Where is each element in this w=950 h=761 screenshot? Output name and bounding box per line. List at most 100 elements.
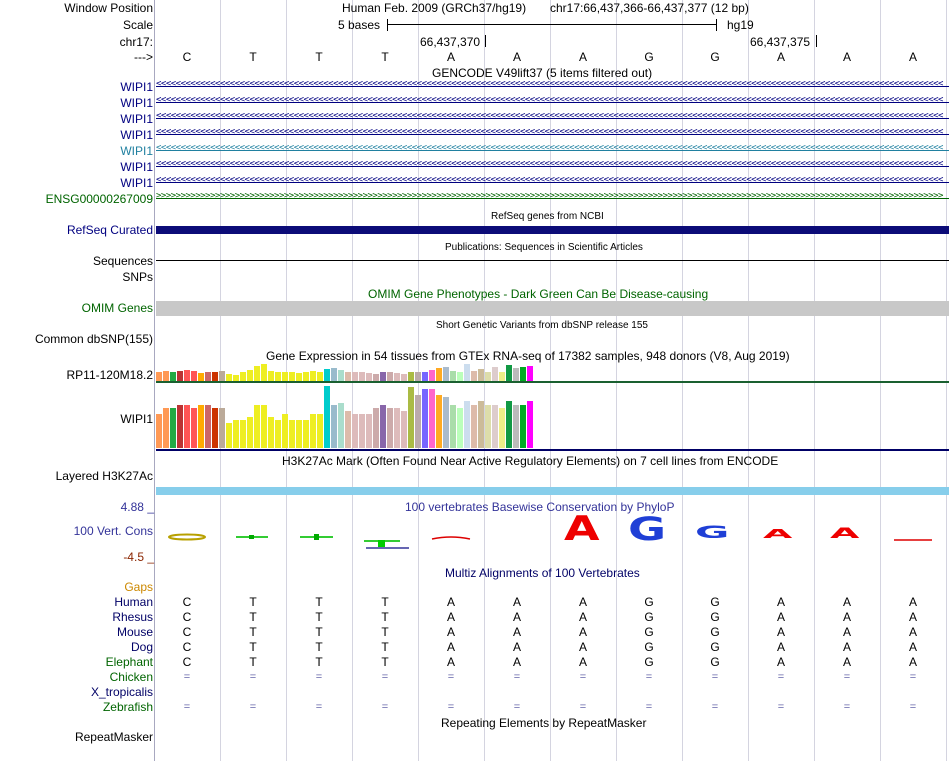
gtex-bar-rp11[interactable] xyxy=(317,372,323,381)
gtex-bar-rp11[interactable] xyxy=(492,367,498,381)
gtex-bar-rp11[interactable] xyxy=(506,365,512,381)
multiz-title[interactable]: Multiz Alignments of 100 Vertebrates xyxy=(445,566,640,580)
gtex-bar-wipi1[interactable] xyxy=(443,397,449,448)
gtex-gene-wipi1[interactable]: WIPI1 xyxy=(120,412,153,426)
gtex-bar-rp11[interactable] xyxy=(394,373,400,381)
h3k27ac-label[interactable]: Layered H3K27Ac xyxy=(55,469,153,483)
gtex-bar-rp11[interactable] xyxy=(163,371,169,381)
gencode-item-label[interactable]: WIPI1 xyxy=(120,128,153,142)
gtex-bar-wipi1[interactable] xyxy=(212,408,218,448)
species-label[interactable]: X_tropicalis xyxy=(90,685,153,699)
gtex-bar-rp11[interactable] xyxy=(156,372,162,381)
gtex-bar-rp11[interactable] xyxy=(170,372,176,381)
gencode-item-label[interactable]: WIPI1 xyxy=(120,160,153,174)
gtex-bar-wipi1[interactable] xyxy=(163,408,169,448)
gtex-bar-wipi1[interactable] xyxy=(422,389,428,448)
gtex-bar-rp11[interactable] xyxy=(282,372,288,381)
gtex-bar-rp11[interactable] xyxy=(219,371,225,381)
gtex-bar-wipi1[interactable] xyxy=(219,408,225,448)
gtex-bar-rp11[interactable] xyxy=(436,368,442,381)
gencode-item-label[interactable]: WIPI1 xyxy=(120,80,153,94)
gencode-item-label[interactable]: WIPI1 xyxy=(120,96,153,110)
gtex-bar-rp11[interactable] xyxy=(240,372,246,381)
gtex-bar-wipi1[interactable] xyxy=(429,389,435,448)
gtex-bar-rp11[interactable] xyxy=(275,372,281,381)
gtex-bar-rp11[interactable] xyxy=(338,370,344,381)
gtex-bar-rp11[interactable] xyxy=(499,372,505,381)
gencode-item-label[interactable]: WIPI1 xyxy=(120,112,153,126)
gaps-label[interactable]: Gaps xyxy=(124,580,153,594)
gtex-bar-rp11[interactable] xyxy=(205,372,211,381)
gtex-bar-rp11[interactable] xyxy=(226,374,232,381)
position-readout[interactable]: chr17:66,437,366-66,437,377 (12 bp) xyxy=(550,1,749,15)
gtex-bar-rp11[interactable] xyxy=(268,371,274,381)
gtex-bar-rp11[interactable] xyxy=(352,372,358,381)
gtex-bar-wipi1[interactable] xyxy=(226,423,232,448)
gtex-bar-wipi1[interactable] xyxy=(170,408,176,448)
gtex-bar-wipi1[interactable] xyxy=(338,403,344,448)
gtex-bar-wipi1[interactable] xyxy=(478,401,484,448)
gtex-bar-rp11[interactable] xyxy=(450,371,456,381)
gtex-bar-rp11[interactable] xyxy=(401,374,407,381)
gtex-bar-wipi1[interactable] xyxy=(303,420,309,448)
publications-label[interactable]: Sequences xyxy=(92,254,153,268)
gtex-bar-wipi1[interactable] xyxy=(296,420,302,448)
h3k27ac-signal[interactable] xyxy=(156,487,949,495)
gtex-bar-rp11[interactable] xyxy=(198,373,204,381)
gtex-bar-rp11[interactable] xyxy=(345,372,351,381)
species-label[interactable]: Chicken xyxy=(109,670,153,684)
refseq-label[interactable]: RefSeq Curated xyxy=(66,223,153,237)
snps-label[interactable]: SNPs xyxy=(122,270,153,284)
gtex-bar-wipi1[interactable] xyxy=(345,411,351,448)
gtex-bar-rp11[interactable] xyxy=(177,371,183,381)
publications-feature[interactable] xyxy=(156,260,949,261)
species-label[interactable]: Mouse xyxy=(116,625,153,639)
gtex-bar-rp11[interactable] xyxy=(233,375,239,381)
gtex-bar-rp11[interactable] xyxy=(310,371,316,381)
gtex-bar-wipi1[interactable] xyxy=(240,420,246,448)
assembly-title[interactable]: Human Feb. 2009 (GRCh37/hg19) xyxy=(342,1,527,15)
gtex-gene-rp11[interactable]: RP11-120M18.2 xyxy=(66,368,154,382)
publications-title[interactable]: Publications: Sequences in Scientific Ar… xyxy=(445,242,643,253)
dbsnp-label[interactable]: Common dbSNP(155) xyxy=(34,332,153,346)
gtex-bar-wipi1[interactable] xyxy=(366,414,372,448)
gtex-bar-rp11[interactable] xyxy=(464,364,470,381)
gtex-bar-rp11[interactable] xyxy=(289,372,295,381)
gencode-item-label[interactable]: ENSG00000267009 xyxy=(45,192,153,206)
gencode-feature[interactable]: <<<<<<<<<<<<<<<<<<<<<<<<<<<<<<<<<<<<<<<<… xyxy=(156,81,949,93)
gtex-bar-wipi1[interactable] xyxy=(387,408,393,448)
refseq-title[interactable]: RefSeq genes from NCBI xyxy=(491,211,604,222)
gtex-bar-wipi1[interactable] xyxy=(198,405,204,448)
gencode-feature[interactable]: >>>>>>>>>>>>>>>>>>>>>>>>>>>>>>>>>>>>>>>>… xyxy=(156,193,949,205)
species-label[interactable]: Human xyxy=(114,595,153,609)
gtex-bar-wipi1[interactable] xyxy=(485,405,491,448)
gtex-bar-rp11[interactable] xyxy=(415,372,421,381)
gtex-bar-wipi1[interactable] xyxy=(282,414,288,448)
gtex-bar-wipi1[interactable] xyxy=(191,408,197,448)
gtex-bar-wipi1[interactable] xyxy=(380,405,386,448)
gencode-title[interactable]: GENCODE V49lift37 (5 items filtered out) xyxy=(432,66,653,80)
gtex-bar-rp11[interactable] xyxy=(261,364,267,381)
repeatmasker-title[interactable]: Repeating Elements by RepeatMasker xyxy=(441,716,647,730)
gencode-feature[interactable]: <<<<<<<<<<<<<<<<<<<<<<<<<<<<<<<<<<<<<<<<… xyxy=(156,161,949,173)
gtex-bar-wipi1[interactable] xyxy=(359,414,365,448)
gtex-bar-wipi1[interactable] xyxy=(450,405,456,448)
gtex-bar-rp11[interactable] xyxy=(520,367,526,381)
gtex-bar-wipi1[interactable] xyxy=(471,405,477,448)
gtex-bar-wipi1[interactable] xyxy=(156,414,162,448)
gtex-bar-wipi1[interactable] xyxy=(394,408,400,448)
gtex-bar-wipi1[interactable] xyxy=(233,420,239,448)
gtex-bar-rp11[interactable] xyxy=(254,366,260,381)
gencode-feature[interactable]: <<<<<<<<<<<<<<<<<<<<<<<<<<<<<<<<<<<<<<<<… xyxy=(156,177,949,189)
gtex-bar-rp11[interactable] xyxy=(366,373,372,381)
gtex-bar-wipi1[interactable] xyxy=(205,405,211,448)
gtex-bar-rp11[interactable] xyxy=(247,370,253,381)
gencode-item-label[interactable]: WIPI1 xyxy=(120,144,153,158)
gtex-bar-rp11[interactable] xyxy=(485,372,491,381)
gtex-bar-wipi1[interactable] xyxy=(254,405,260,448)
species-label[interactable]: Zebrafish xyxy=(102,700,153,714)
gencode-item-label[interactable]: WIPI1 xyxy=(120,176,153,190)
gtex-bar-rp11[interactable] xyxy=(387,372,393,381)
species-label[interactable]: Rhesus xyxy=(112,610,153,624)
gtex-bar-wipi1[interactable] xyxy=(492,405,498,448)
